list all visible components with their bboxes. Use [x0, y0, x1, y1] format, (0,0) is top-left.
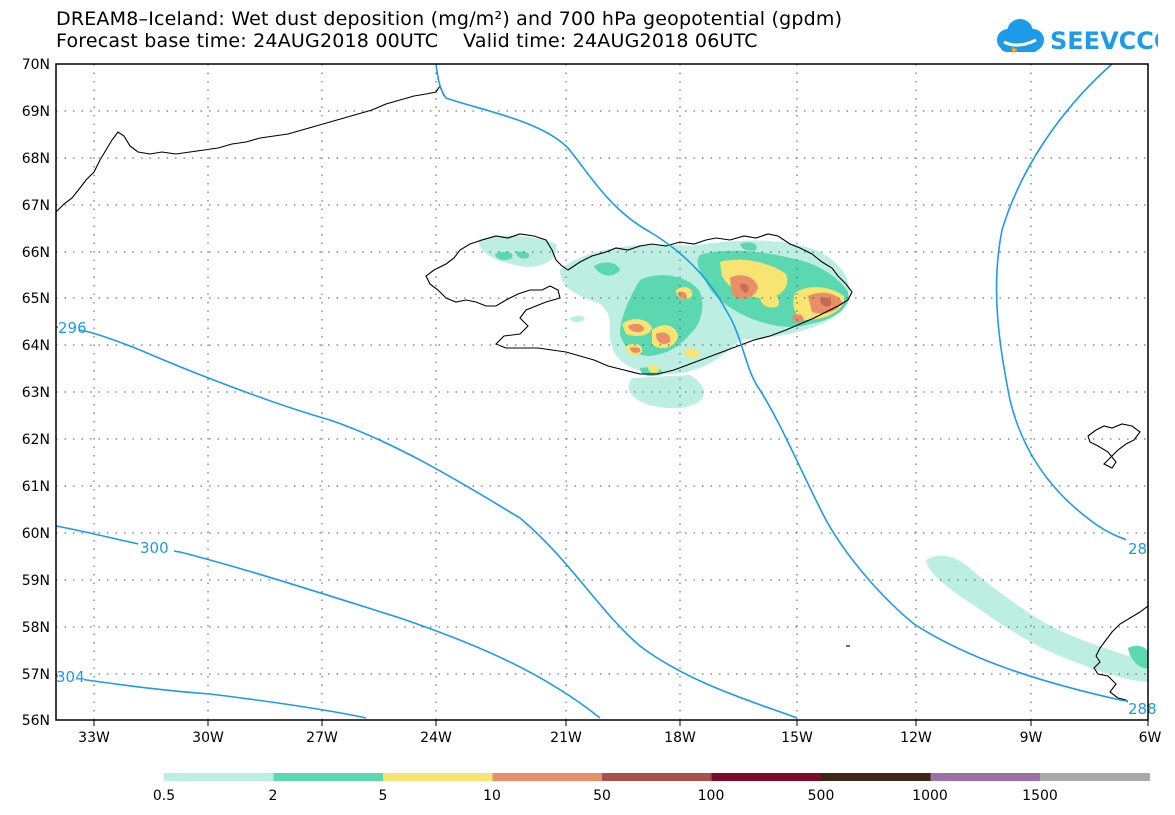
legend-swatches [164, 773, 1150, 781]
contour-label: 304 [56, 668, 85, 686]
dust-deposition-field [478, 235, 1148, 682]
legend-label: 1000 [912, 788, 948, 804]
greenland-coastline [55, 84, 445, 213]
lat-label: 57N [22, 667, 50, 683]
lat-label: 69N [22, 104, 50, 120]
lon-label: 27W [306, 730, 338, 746]
legend-labels: 0.5 2 5 10 50 100 500 1000 1500 [153, 788, 1058, 804]
map-subtitle: Forecast base time: 24AUG2018 00UTC Vali… [56, 30, 758, 52]
contour-line [55, 525, 601, 719]
legend-label: 2 [269, 788, 278, 804]
faroe-coastline [1087, 423, 1141, 469]
lon-label: 6W [1139, 730, 1162, 746]
legend-swatch [821, 773, 931, 781]
legend-label: 500 [808, 788, 835, 804]
contour-line [55, 675, 367, 719]
legend-label: 1500 [1022, 788, 1058, 804]
lon-label: 12W [900, 730, 932, 746]
lat-label: 60N [22, 526, 50, 542]
lon-label: 15W [781, 730, 813, 746]
longitude-labels: 33W 30W 27W 24W 21W 18W 15W 12W 9W 6W [78, 730, 1161, 746]
legend-swatch [383, 773, 493, 781]
scotland-coastline [1093, 605, 1149, 717]
lat-label: 56N [22, 713, 50, 729]
legend-label: 10 [483, 788, 501, 804]
legend-swatch [164, 773, 274, 781]
legend-swatch [492, 773, 603, 781]
lon-label: 18W [664, 730, 696, 746]
contour-label: 296 [58, 319, 87, 337]
lat-label: 67N [22, 198, 50, 214]
iceland-coastline [425, 233, 853, 375]
lon-label: 24W [420, 730, 452, 746]
lon-label: 9W [1020, 730, 1043, 746]
lat-label: 58N [22, 620, 50, 636]
legend-label: 0.5 [153, 788, 175, 804]
lon-label: 30W [192, 730, 224, 746]
lat-label: 66N [22, 245, 50, 261]
axis-ticks [93, 720, 1149, 726]
legend-swatch [711, 773, 822, 781]
legend-label: 100 [698, 788, 725, 804]
legend-swatch [1040, 773, 1150, 781]
lat-label: 63N [22, 385, 50, 401]
contour-labels: 296 300 304 28 288 [56, 318, 1157, 718]
lon-label: 21W [550, 730, 582, 746]
legend-swatch [602, 773, 712, 781]
cloud-icon [997, 19, 1044, 53]
contour-line [995, 63, 1149, 547]
legend-swatch [273, 773, 384, 781]
contour-line [55, 326, 798, 719]
lat-label: 64N [22, 338, 50, 354]
lat-label: 59N [22, 573, 50, 589]
coastlines [55, 84, 1149, 717]
geopotential-contours [55, 63, 1149, 719]
lon-label: 33W [78, 730, 110, 746]
lat-label: 70N [22, 57, 50, 73]
contour-line [435, 63, 1149, 705]
lat-label: 61N [22, 479, 50, 495]
seevccc-logo: SEEVCCC [997, 19, 1158, 55]
latitude-labels: 70N 69N 68N 67N 66N 65N 64N 63N 62N 61N … [22, 57, 50, 729]
contour-label: 300 [140, 539, 169, 557]
graticule [56, 64, 1148, 720]
contour-label: 288 [1128, 700, 1157, 718]
legend-swatch [930, 773, 1041, 781]
legend-label: 50 [593, 788, 611, 804]
logo-text: SEEVCCC [1050, 27, 1158, 55]
contour-label: 28 [1128, 540, 1147, 558]
legend-label: 5 [379, 788, 388, 804]
map-frame [55, 63, 1149, 721]
map-title: DREAM8–Iceland: Wet dust deposition (mg/… [56, 8, 843, 30]
lat-label: 62N [22, 432, 50, 448]
lat-label: 65N [22, 291, 50, 307]
lat-label: 68N [22, 151, 50, 167]
